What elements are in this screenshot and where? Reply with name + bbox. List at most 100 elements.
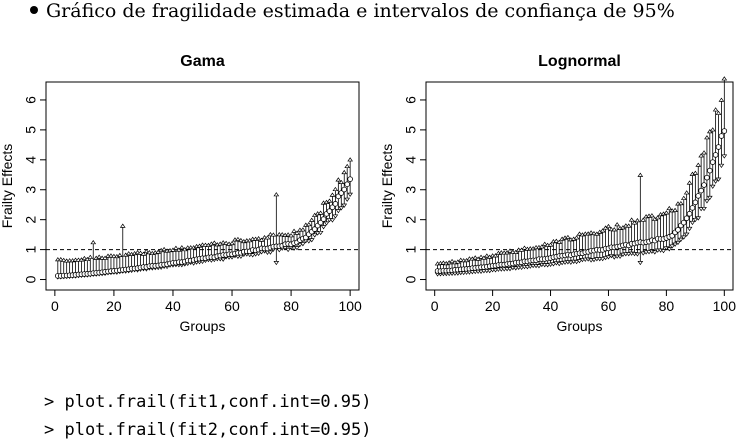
lower-arrow — [666, 247, 673, 252]
estimate-point — [338, 190, 345, 196]
upper-arrow — [628, 217, 635, 222]
upper-arrow — [255, 236, 262, 241]
estimate-point — [341, 186, 348, 193]
upper-arrow — [698, 153, 705, 158]
lower-arrow — [492, 268, 499, 273]
upper-arrow — [521, 245, 528, 250]
upper-arrow — [649, 213, 655, 218]
upper-arrow — [134, 249, 141, 255]
y-axis-label: Frailty Effects — [0, 144, 15, 229]
lower-arrow — [267, 250, 274, 255]
upper-arrow — [686, 180, 693, 185]
caption-text: Gráfico de fragilidade estimada e interv… — [46, 0, 675, 22]
estimate-point — [707, 167, 713, 174]
upper-arrow — [329, 192, 336, 197]
upper-arrow — [721, 76, 728, 81]
upper-arrow — [326, 198, 333, 203]
upper-arrow — [663, 210, 670, 215]
upper-arrow — [279, 232, 286, 237]
lower-arrow — [704, 199, 710, 204]
upper-arrow — [640, 217, 647, 222]
upper-arrow — [678, 200, 684, 206]
upper-arrow — [478, 254, 484, 259]
upper-arrow — [273, 192, 280, 197]
upper-arrow — [591, 230, 597, 236]
upper-arrow — [294, 230, 300, 235]
upper-arrow — [161, 246, 167, 252]
lower-arrow — [701, 206, 707, 212]
estimate-point — [698, 187, 704, 194]
estimate-point — [683, 215, 690, 222]
estimate-point — [721, 128, 728, 134]
upper-arrow — [605, 223, 612, 229]
lower-arrow — [709, 184, 716, 189]
estimate-point — [326, 208, 333, 214]
upper-arrow — [264, 235, 271, 240]
upper-arrow — [60, 257, 67, 262]
upper-arrow — [709, 127, 716, 132]
x-tick-label: 100 — [338, 298, 362, 314]
upper-arrow — [57, 257, 64, 262]
lower-arrow — [527, 264, 534, 269]
lower-arrow — [320, 225, 327, 230]
upper-arrow — [457, 257, 464, 262]
upper-arrow — [553, 238, 560, 243]
lower-arrow — [550, 262, 557, 267]
lower-arrow — [323, 221, 330, 226]
lower-arrow — [651, 250, 658, 255]
upper-arrow — [116, 252, 123, 257]
estimate-point — [675, 227, 681, 233]
y-tick-label: 4 — [23, 156, 39, 164]
upper-arrow — [258, 237, 265, 242]
lower-arrow — [689, 220, 696, 226]
y-tick-label: 6 — [23, 96, 39, 104]
lower-arrow — [712, 179, 719, 184]
upper-arrow — [108, 253, 114, 258]
lower-arrow — [640, 251, 647, 256]
upper-arrow — [692, 170, 699, 175]
upper-arrow — [449, 258, 455, 264]
upper-arrow — [140, 251, 147, 256]
upper-arrow — [338, 179, 345, 185]
upper-arrow — [347, 157, 354, 162]
y-tick-label: 1 — [23, 245, 39, 253]
y-tick-label: 3 — [23, 186, 39, 194]
estimate-point — [715, 144, 722, 150]
lower-arrow — [637, 261, 644, 266]
data-points — [434, 76, 728, 277]
y-tick-label: 2 — [403, 216, 419, 224]
estimate-point — [332, 201, 339, 207]
lower-arrow — [718, 163, 725, 169]
x-axis-label: Groups — [557, 318, 603, 334]
lower-arrow — [507, 267, 513, 272]
code-line-1: > plot.frail(fit1,conf.int=0.95) — [44, 392, 372, 412]
upper-arrow — [512, 249, 519, 254]
upper-arrow — [84, 256, 91, 262]
y-tick-label: 1 — [403, 245, 419, 253]
y-tick-label: 5 — [403, 126, 419, 134]
lower-arrow — [646, 250, 652, 255]
upper-arrow — [305, 221, 312, 227]
x-tick-label: 0 — [431, 298, 439, 314]
lower-arrow — [692, 217, 699, 223]
x-tick-label: 60 — [224, 298, 240, 314]
upper-arrow — [614, 222, 621, 227]
estimate-point — [311, 226, 318, 232]
upper-arrow — [712, 107, 719, 112]
upper-arrow — [332, 186, 339, 192]
lower-arrow — [294, 246, 300, 251]
lower-arrow — [544, 263, 551, 268]
upper-arrow — [317, 210, 324, 215]
upper-arrow — [576, 231, 583, 236]
lower-arrow — [611, 255, 618, 260]
lower-arrow — [524, 265, 531, 270]
upper-arrow — [541, 241, 548, 246]
upper-arrow — [344, 163, 351, 169]
upper-arrow — [81, 255, 88, 261]
upper-arrow — [492, 253, 499, 258]
upper-arrow — [300, 227, 306, 232]
y-tick-label: 6 — [403, 96, 419, 104]
estimate-point — [709, 159, 716, 165]
x-tick-label: 20 — [106, 298, 122, 314]
x-tick-label: 100 — [713, 298, 737, 314]
